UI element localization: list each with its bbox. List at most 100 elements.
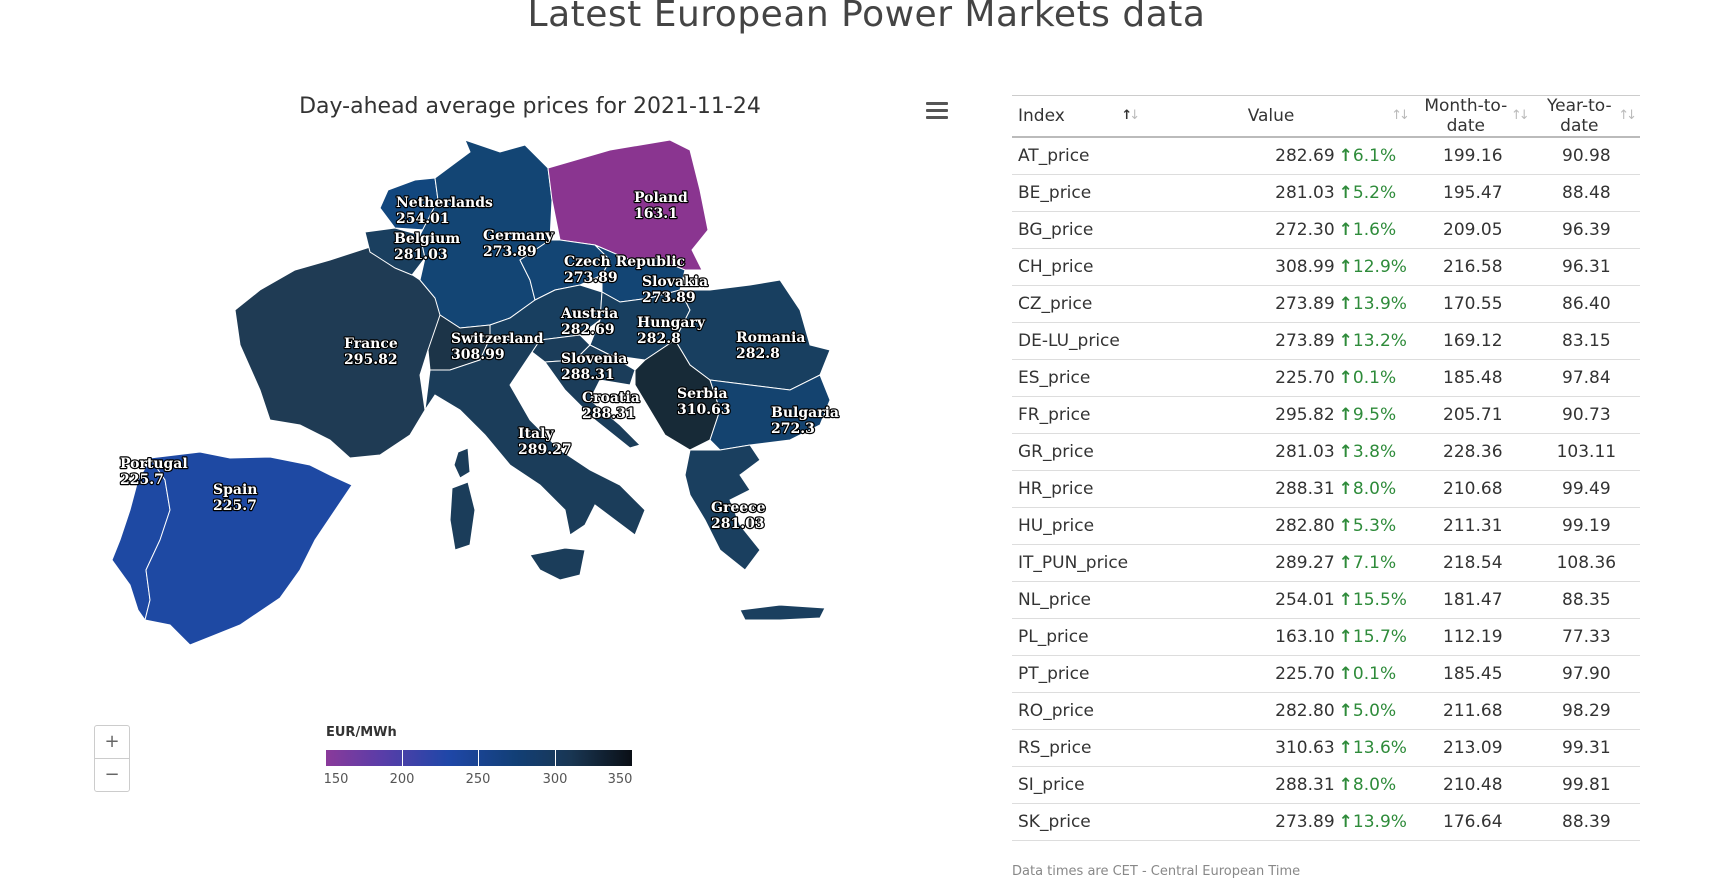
index-cell: SK_price [1012, 803, 1144, 841]
value-cell: 288.31 ↑8.0% [1143, 766, 1413, 804]
zoom-out-button[interactable]: − [104, 764, 120, 785]
arrow-up-icon: ↑ [1338, 812, 1353, 832]
country-name-label: Croatia [582, 390, 640, 406]
arrow-up-icon: ↑ [1338, 331, 1353, 351]
legend-tick-label: 200 [389, 772, 415, 787]
sort-icon[interactable]: ↑↓ [1121, 108, 1140, 123]
color-scale-bar [326, 750, 632, 766]
change-indicator: ↑7.1% [1339, 553, 1396, 573]
legend-tick-label: 150 [323, 772, 349, 787]
sort-icon[interactable]: ↑↓ [1510, 108, 1530, 123]
table-row: PL_price 163.10 ↑15.7% 112.19 77.33 [1012, 618, 1640, 656]
country-name-label: Poland [634, 190, 688, 206]
change-text: 8.0% [1352, 775, 1397, 795]
column-header-month-to-date[interactable]: Month-to-date ↑↓ [1412, 95, 1533, 138]
sort-icon[interactable]: ↑↓ [1391, 108, 1410, 123]
country-france[interactable] [234, 246, 451, 459]
value-cell: 254.01 ↑15.5% [1143, 581, 1413, 619]
index-cell: CZ_price [1012, 285, 1144, 323]
column-header-year-to-date[interactable]: Year-to-date ↑↓ [1532, 95, 1640, 138]
country-name-label: Netherlands [396, 195, 493, 211]
country-price-label: 225.7 [213, 498, 257, 514]
sort-icon[interactable]: ↑↓ [1618, 108, 1637, 123]
country-spain[interactable] [144, 451, 353, 646]
country-price-label: 273.89 [483, 244, 537, 260]
index-cell: SI_price [1012, 766, 1144, 804]
mtd-cell: 112.19 [1412, 618, 1533, 656]
country-bulgaria[interactable] [709, 374, 831, 451]
country-price-label: 254.01 [396, 211, 450, 227]
value-cell: 225.70 ↑0.1% [1143, 359, 1413, 397]
mtd-cell: 211.31 [1412, 507, 1533, 545]
country-croatia[interactable] [544, 344, 641, 449]
country-name-label: Greece [711, 500, 766, 516]
change-indicator: ↑0.1% [1339, 368, 1396, 388]
country-italy[interactable] [424, 337, 646, 536]
value-cell: 273.89 ↑13.2% [1143, 322, 1413, 360]
mtd-cell: 216.58 [1412, 248, 1533, 286]
hamburger-menu-icon[interactable] [926, 102, 948, 120]
value-cell: 282.80 ↑5.0% [1143, 692, 1413, 730]
value-cell: 273.89 ↑13.9% [1143, 803, 1413, 841]
country-name-label: France [344, 336, 398, 352]
table-row: RS_price 310.63 ↑13.6% 213.09 99.31 [1012, 729, 1640, 767]
country-belgium[interactable] [364, 227, 426, 276]
change-text: 6.1% [1352, 146, 1397, 166]
ytd-cell: 96.31 [1532, 248, 1640, 286]
country-name-label: Romania [736, 330, 805, 346]
value-text: 225.70 [1275, 664, 1335, 684]
arrow-up-icon: ↑ [1338, 627, 1353, 647]
change-indicator: ↑6.1% [1339, 146, 1396, 166]
change-text: 12.9% [1352, 257, 1407, 277]
europe-price-map[interactable]: Netherlands254.01Belgium281.03Germany273… [90, 80, 970, 800]
value-cell: 281.03 ↑5.2% [1143, 174, 1413, 212]
island-sicily[interactable] [529, 547, 586, 581]
island-corsica[interactable] [453, 447, 471, 479]
value-text: 282.80 [1275, 516, 1335, 536]
island-crete[interactable] [739, 604, 826, 621]
island-sardinia[interactable] [449, 481, 476, 551]
change-indicator: ↑5.3% [1339, 516, 1396, 536]
country-serbia[interactable] [634, 339, 721, 451]
map-title: Day-ahead average prices for 2021-11-24 [299, 94, 761, 119]
change-indicator: ↑5.0% [1339, 701, 1396, 721]
country-name-label: Belgium [394, 231, 460, 247]
mtd-cell: 205.71 [1412, 396, 1533, 434]
change-text: 13.2% [1352, 331, 1407, 351]
change-text: 8.0% [1352, 479, 1397, 499]
ytd-cell: 99.81 [1532, 766, 1640, 804]
table-header-row: Index ↑↓ Value ↑↓ Month-to-date ↑↓ Year-to-… [1012, 95, 1640, 138]
table-row: NL_price 254.01 ↑15.5% 181.47 88.35 [1012, 581, 1640, 619]
index-cell: PT_price [1012, 655, 1144, 693]
price-table: Index ↑↓ Value ↑↓ Month-to-date ↑↓ Year-to-… [1012, 95, 1640, 841]
index-cell: BE_price [1012, 174, 1144, 212]
value-cell: 289.27 ↑7.1% [1143, 544, 1413, 582]
column-header-value[interactable]: Value ↑↓ [1143, 95, 1413, 138]
change-text: 15.7% [1352, 627, 1407, 647]
table-row: PT_price 225.70 ↑0.1% 185.45 97.90 [1012, 655, 1640, 693]
table-row: ES_price 225.70 ↑0.1% 185.48 97.84 [1012, 359, 1640, 397]
value-cell: 163.10 ↑15.7% [1143, 618, 1413, 656]
change-text: 5.2% [1352, 183, 1397, 203]
mtd-cell: 218.54 [1412, 544, 1533, 582]
country-greece[interactable] [684, 444, 761, 571]
arrow-up-icon: ↑ [1338, 405, 1353, 425]
ytd-cell: 99.49 [1532, 470, 1640, 508]
value-cell: 273.89 ↑13.9% [1143, 285, 1413, 323]
change-text: 13.9% [1352, 294, 1407, 314]
arrow-up-icon: ↑ [1338, 553, 1353, 573]
arrow-up-icon: ↑ [1338, 183, 1353, 203]
page-title: Latest European Power Markets data [527, 0, 1206, 35]
ytd-cell: 99.31 [1532, 729, 1640, 767]
index-cell: RO_price [1012, 692, 1144, 730]
index-cell: ES_price [1012, 359, 1144, 397]
value-cell: 288.31 ↑8.0% [1143, 470, 1413, 508]
country-price-label: 273.89 [642, 290, 696, 306]
column-header-index[interactable]: Index ↑↓ [1012, 95, 1144, 138]
mtd-cell: 195.47 [1412, 174, 1533, 212]
zoom-in-button[interactable]: + [95, 726, 129, 759]
index-cell: FR_price [1012, 396, 1144, 434]
index-cell: GR_price [1012, 433, 1144, 471]
table-row: SI_price 288.31 ↑8.0% 210.48 99.81 [1012, 766, 1640, 804]
table-row: AT_price 282.69 ↑6.1% 199.16 90.98 [1012, 137, 1640, 175]
